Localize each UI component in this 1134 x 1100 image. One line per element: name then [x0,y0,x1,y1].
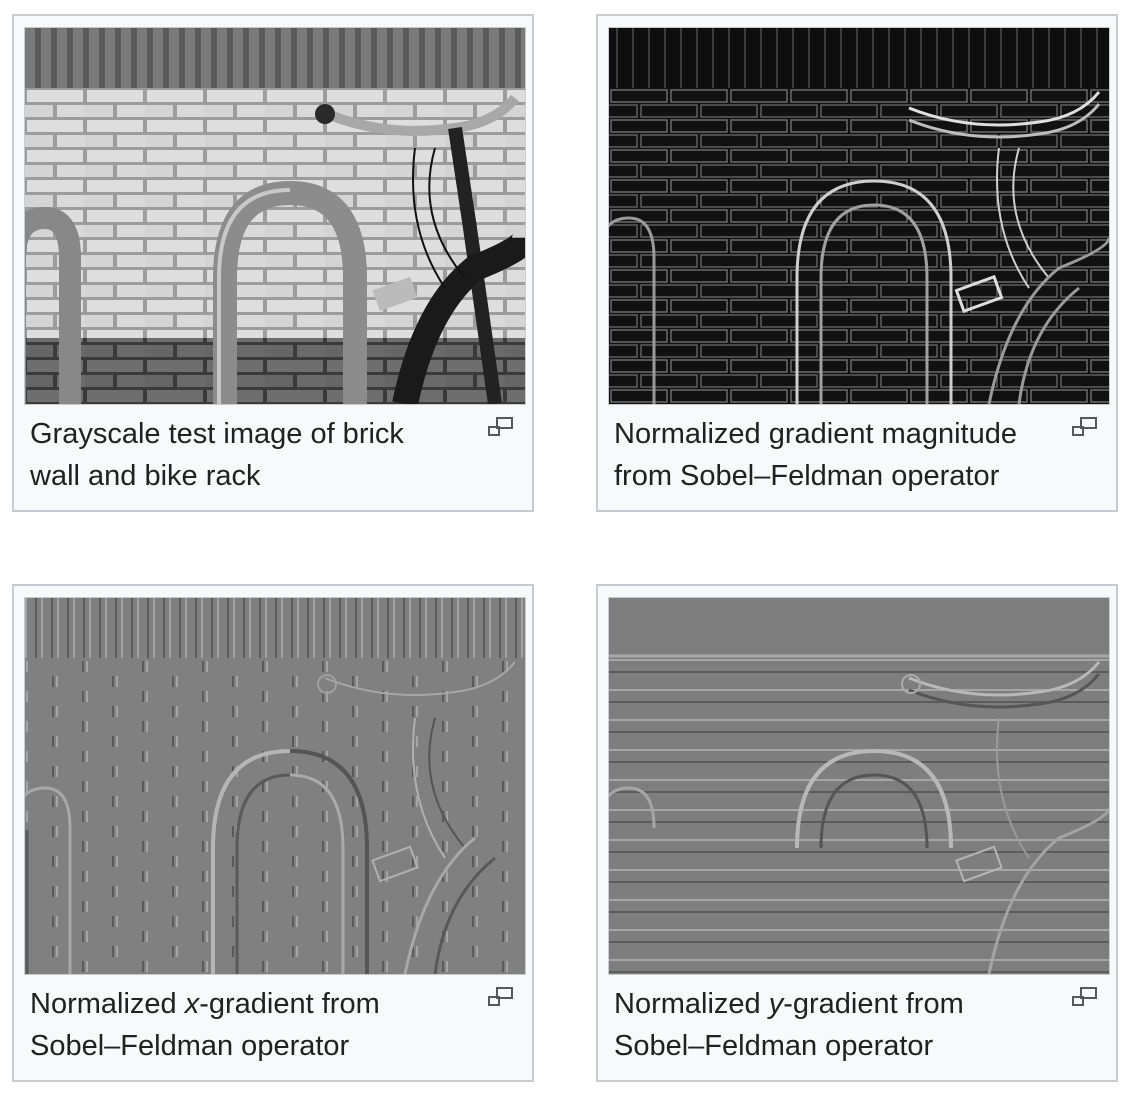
caption: Grayscale test image of brick wall and b… [30,418,404,492]
caption-variable: x [184,988,200,1020]
caption-text: -gradient from Sobel–Feldman operator [30,988,380,1062]
thumbnail-gradient-magnitude: Normalized gradient magnitude from Sobel… [596,14,1118,512]
caption: Normalized x-gradient from Sobel–Feldman… [30,983,460,1067]
thumbnail-grayscale: Grayscale test image of brick wall and b… [12,14,534,512]
image-x-gradient[interactable] [24,597,526,975]
image-gradient-magnitude[interactable] [608,27,1110,405]
caption-text: -gradient from Sobel–Feldman operator [614,988,964,1062]
caption-variable: y [768,988,784,1020]
enlarge-icon[interactable] [486,985,516,1009]
image-grayscale-brick-wall[interactable] [24,27,526,405]
enlarge-icon[interactable] [1070,415,1100,439]
enlarge-icon[interactable] [1070,985,1100,1009]
caption: Normalized gradient magnitude from Sobel… [614,418,1017,492]
image-y-gradient[interactable] [608,597,1110,975]
caption-text: Normalized [30,988,185,1020]
enlarge-icon[interactable] [486,415,516,439]
thumbnail-y-gradient: Normalized y-gradient from Sobel–Feldman… [596,584,1118,1082]
thumbnail-x-gradient: Normalized x-gradient from Sobel–Feldman… [12,584,534,1082]
caption-text: Normalized [614,988,769,1020]
caption: Normalized y-gradient from Sobel–Feldman… [614,983,1044,1067]
